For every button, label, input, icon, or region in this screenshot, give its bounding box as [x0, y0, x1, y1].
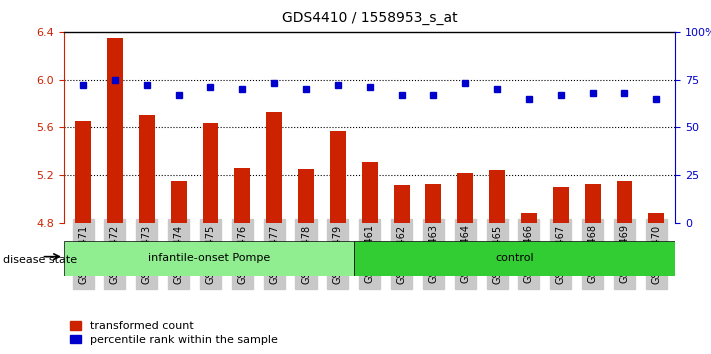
Legend: transformed count, percentile rank within the sample: transformed count, percentile rank withi…: [70, 321, 277, 345]
Bar: [107, 38, 123, 223]
Bar: [489, 170, 505, 223]
Bar: [203, 123, 218, 223]
Bar: [553, 187, 569, 223]
Bar: [616, 181, 633, 223]
Bar: [353, 241, 675, 276]
Text: disease state: disease state: [3, 255, 77, 265]
Bar: [457, 173, 474, 223]
Bar: [330, 131, 346, 223]
Bar: [75, 121, 91, 223]
Bar: [584, 184, 601, 223]
Text: GDS4410 / 1558953_s_at: GDS4410 / 1558953_s_at: [282, 11, 458, 25]
Bar: [362, 162, 378, 223]
Bar: [235, 168, 250, 223]
Bar: [425, 184, 442, 223]
Bar: [298, 169, 314, 223]
Bar: [521, 213, 537, 223]
Bar: [64, 241, 353, 276]
Text: infantile-onset Pompe: infantile-onset Pompe: [148, 253, 270, 263]
Bar: [394, 185, 410, 223]
Bar: [648, 213, 664, 223]
Bar: [139, 115, 155, 223]
Bar: [266, 112, 282, 223]
Text: control: control: [496, 253, 534, 263]
Bar: [171, 181, 186, 223]
